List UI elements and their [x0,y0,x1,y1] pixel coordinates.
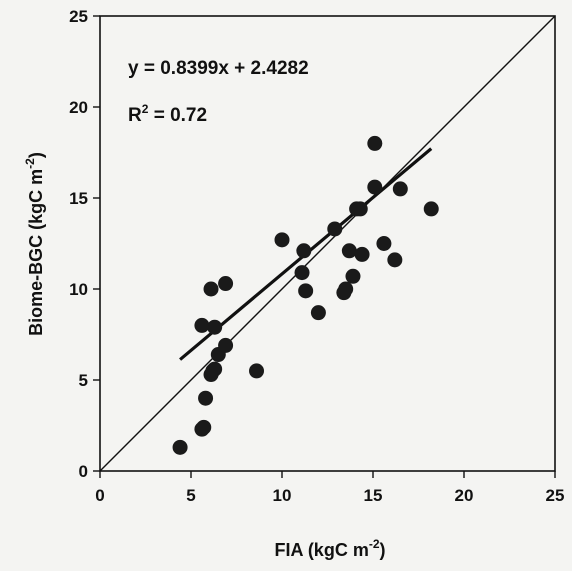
axis-ticks: 0 5 10 15 20 25 0 5 10 15 20 25 [69,7,564,505]
data-point-31 [392,181,408,197]
data-point-0 [172,439,188,455]
data-point-22 [341,243,357,259]
x-tick-label: 0 [95,486,104,505]
data-point-21 [338,281,354,297]
data-point-23 [345,268,361,284]
x-tick-label: 20 [455,486,474,505]
data-point-32 [423,201,439,217]
data-point-26 [354,246,370,262]
data-point-8 [218,337,234,353]
y-tick-label: 20 [69,98,88,117]
plot-frame [99,15,556,472]
data-point-30 [387,252,403,268]
data-point-16 [296,243,312,259]
y-tick-label: 0 [79,462,88,481]
x-tick-label: 15 [364,486,383,505]
y-tick-label: 5 [79,371,88,390]
data-point-12 [218,276,234,292]
data-point-28 [367,135,383,151]
data-points [172,135,439,455]
y-axis-title: Biome-BGC (kgC m-2) [23,152,46,336]
data-point-11 [203,281,219,297]
data-point-27 [367,179,383,195]
equation-label: y = 0.8399x + 2.4282 [128,58,309,79]
r-squared-label: R2 = 0.72 [128,102,207,126]
data-point-13 [249,363,265,379]
data-point-15 [294,265,310,281]
data-point-10 [207,319,223,335]
data-point-17 [298,283,314,299]
data-point-18 [310,305,326,321]
data-point-9 [194,317,210,333]
x-tick-label: 10 [273,486,292,505]
data-point-6 [205,363,221,379]
y-tick-label: 15 [69,189,88,208]
y-tick-label: 10 [69,280,88,299]
y-tick-label: 25 [69,7,88,26]
data-point-14 [274,232,290,248]
x-tick-label: 25 [546,486,565,505]
data-point-19 [327,221,343,237]
data-point-3 [198,390,214,406]
data-point-29 [376,236,392,251]
x-tick-label: 5 [186,486,195,505]
one-to-one-line [99,15,556,472]
data-point-25 [352,201,368,217]
data-point-2 [196,419,212,435]
x-axis-title: FIA (kgC m-2) [274,537,385,560]
